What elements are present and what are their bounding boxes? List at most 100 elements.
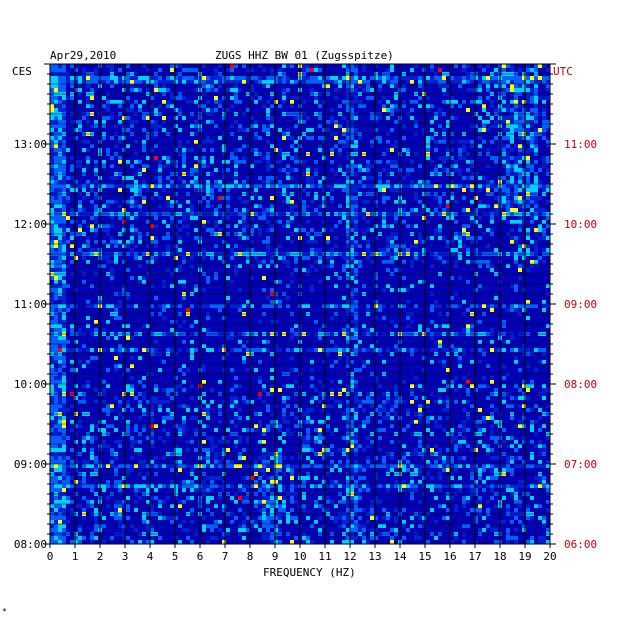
heatmap-cell [58, 324, 62, 328]
heatmap-cell [158, 304, 162, 308]
heatmap-cell [58, 144, 62, 148]
heatmap-cell [282, 64, 286, 68]
heatmap-cell [246, 464, 250, 468]
heatmap-cell [222, 116, 226, 120]
heatmap-cell [534, 80, 538, 84]
heatmap-cell [346, 324, 350, 328]
heatmap-cell [506, 104, 510, 108]
heatmap-cell [402, 148, 406, 152]
date-label: Apr29,2010 [50, 49, 116, 62]
heatmap-cell [542, 76, 546, 80]
heatmap-cell [214, 168, 218, 172]
heatmap-cell [346, 408, 350, 412]
heatmap-cell [158, 404, 162, 408]
heatmap-cell [522, 200, 526, 204]
heatmap-cell [530, 264, 534, 268]
heatmap-cell [318, 80, 322, 84]
heatmap-cell [366, 88, 370, 92]
heatmap-cell [322, 480, 326, 484]
heatmap-cell [358, 368, 362, 372]
heatmap-cell [402, 480, 406, 484]
heatmap-cell [438, 156, 442, 160]
heatmap-cell [466, 236, 470, 240]
heatmap-cell [206, 220, 210, 224]
heatmap-cell [438, 80, 442, 84]
heatmap-cell [282, 400, 286, 404]
heatmap-cell [366, 240, 370, 244]
heatmap-cell [402, 184, 406, 188]
heatmap-cell [482, 468, 486, 472]
heatmap-cell [290, 216, 294, 220]
heatmap-cell [338, 104, 342, 108]
heatmap-cell [510, 88, 514, 92]
heatmap-cell [386, 396, 390, 400]
heatmap-cell [378, 136, 382, 140]
heatmap-cell [502, 304, 506, 308]
heatmap-cell [270, 184, 274, 188]
heatmap-cell [126, 200, 130, 204]
heatmap-cell [302, 228, 306, 232]
heatmap-cell [234, 100, 238, 104]
heatmap-cell [286, 88, 290, 92]
heatmap-cell [286, 220, 290, 224]
heatmap-cell [90, 104, 94, 108]
heatmap-cell [258, 376, 262, 380]
heatmap-cell [82, 208, 86, 212]
heatmap-cell [258, 228, 262, 232]
heatmap-cell [322, 444, 326, 448]
heatmap-cell [526, 188, 530, 192]
heatmap-cell [330, 188, 334, 192]
heatmap-cell [434, 148, 438, 152]
heatmap-cell [270, 76, 274, 80]
heatmap-cell [246, 224, 250, 228]
heatmap-cell [422, 384, 426, 388]
heatmap-cell [178, 204, 182, 208]
heatmap-cell [386, 140, 390, 144]
heatmap-cell [206, 76, 210, 80]
heatmap-cell [286, 468, 290, 472]
heatmap-cell [394, 344, 398, 348]
heatmap-cell [110, 136, 114, 140]
heatmap-cell [314, 484, 318, 488]
heatmap-cell [346, 484, 350, 488]
heatmap-cell [270, 260, 274, 264]
heatmap-cell [122, 408, 126, 412]
heatmap-cell [154, 80, 158, 84]
heatmap-cell [522, 424, 526, 428]
heatmap-cell [58, 244, 62, 248]
heatmap-cell [546, 216, 550, 220]
heatmap-cell [354, 64, 358, 68]
heatmap-cell [454, 164, 458, 168]
heatmap-cell [494, 108, 498, 112]
heatmap-cell [322, 128, 326, 132]
heatmap-cell [350, 84, 354, 88]
heatmap-cell [374, 348, 378, 352]
heatmap-cell [530, 456, 534, 460]
heatmap-cell [510, 100, 514, 104]
heatmap-cell [74, 256, 78, 260]
heatmap-cell [466, 64, 470, 68]
heatmap-cell [358, 424, 362, 428]
heatmap-cell [130, 216, 134, 220]
heatmap-cell [226, 188, 230, 192]
heatmap-cell [62, 360, 66, 364]
heatmap-cell [150, 348, 154, 352]
heatmap-cell [250, 88, 254, 92]
heatmap-cell [538, 180, 542, 184]
heatmap-cell [522, 156, 526, 160]
heatmap-cell [294, 124, 298, 128]
heatmap-cell [122, 484, 126, 488]
heatmap-cell [418, 464, 422, 468]
heatmap-cell [58, 340, 62, 344]
heatmap-cell [454, 248, 458, 252]
heatmap-cell [354, 304, 358, 308]
heatmap-cell [358, 136, 362, 140]
heatmap-cell [518, 184, 522, 188]
heatmap-cell [518, 264, 522, 268]
heatmap-cell [146, 324, 150, 328]
heatmap-cell [362, 76, 366, 80]
heatmap-cell [266, 76, 270, 80]
heatmap-cell [466, 400, 470, 404]
heatmap-cell [338, 356, 342, 360]
heatmap-cell [402, 104, 406, 108]
